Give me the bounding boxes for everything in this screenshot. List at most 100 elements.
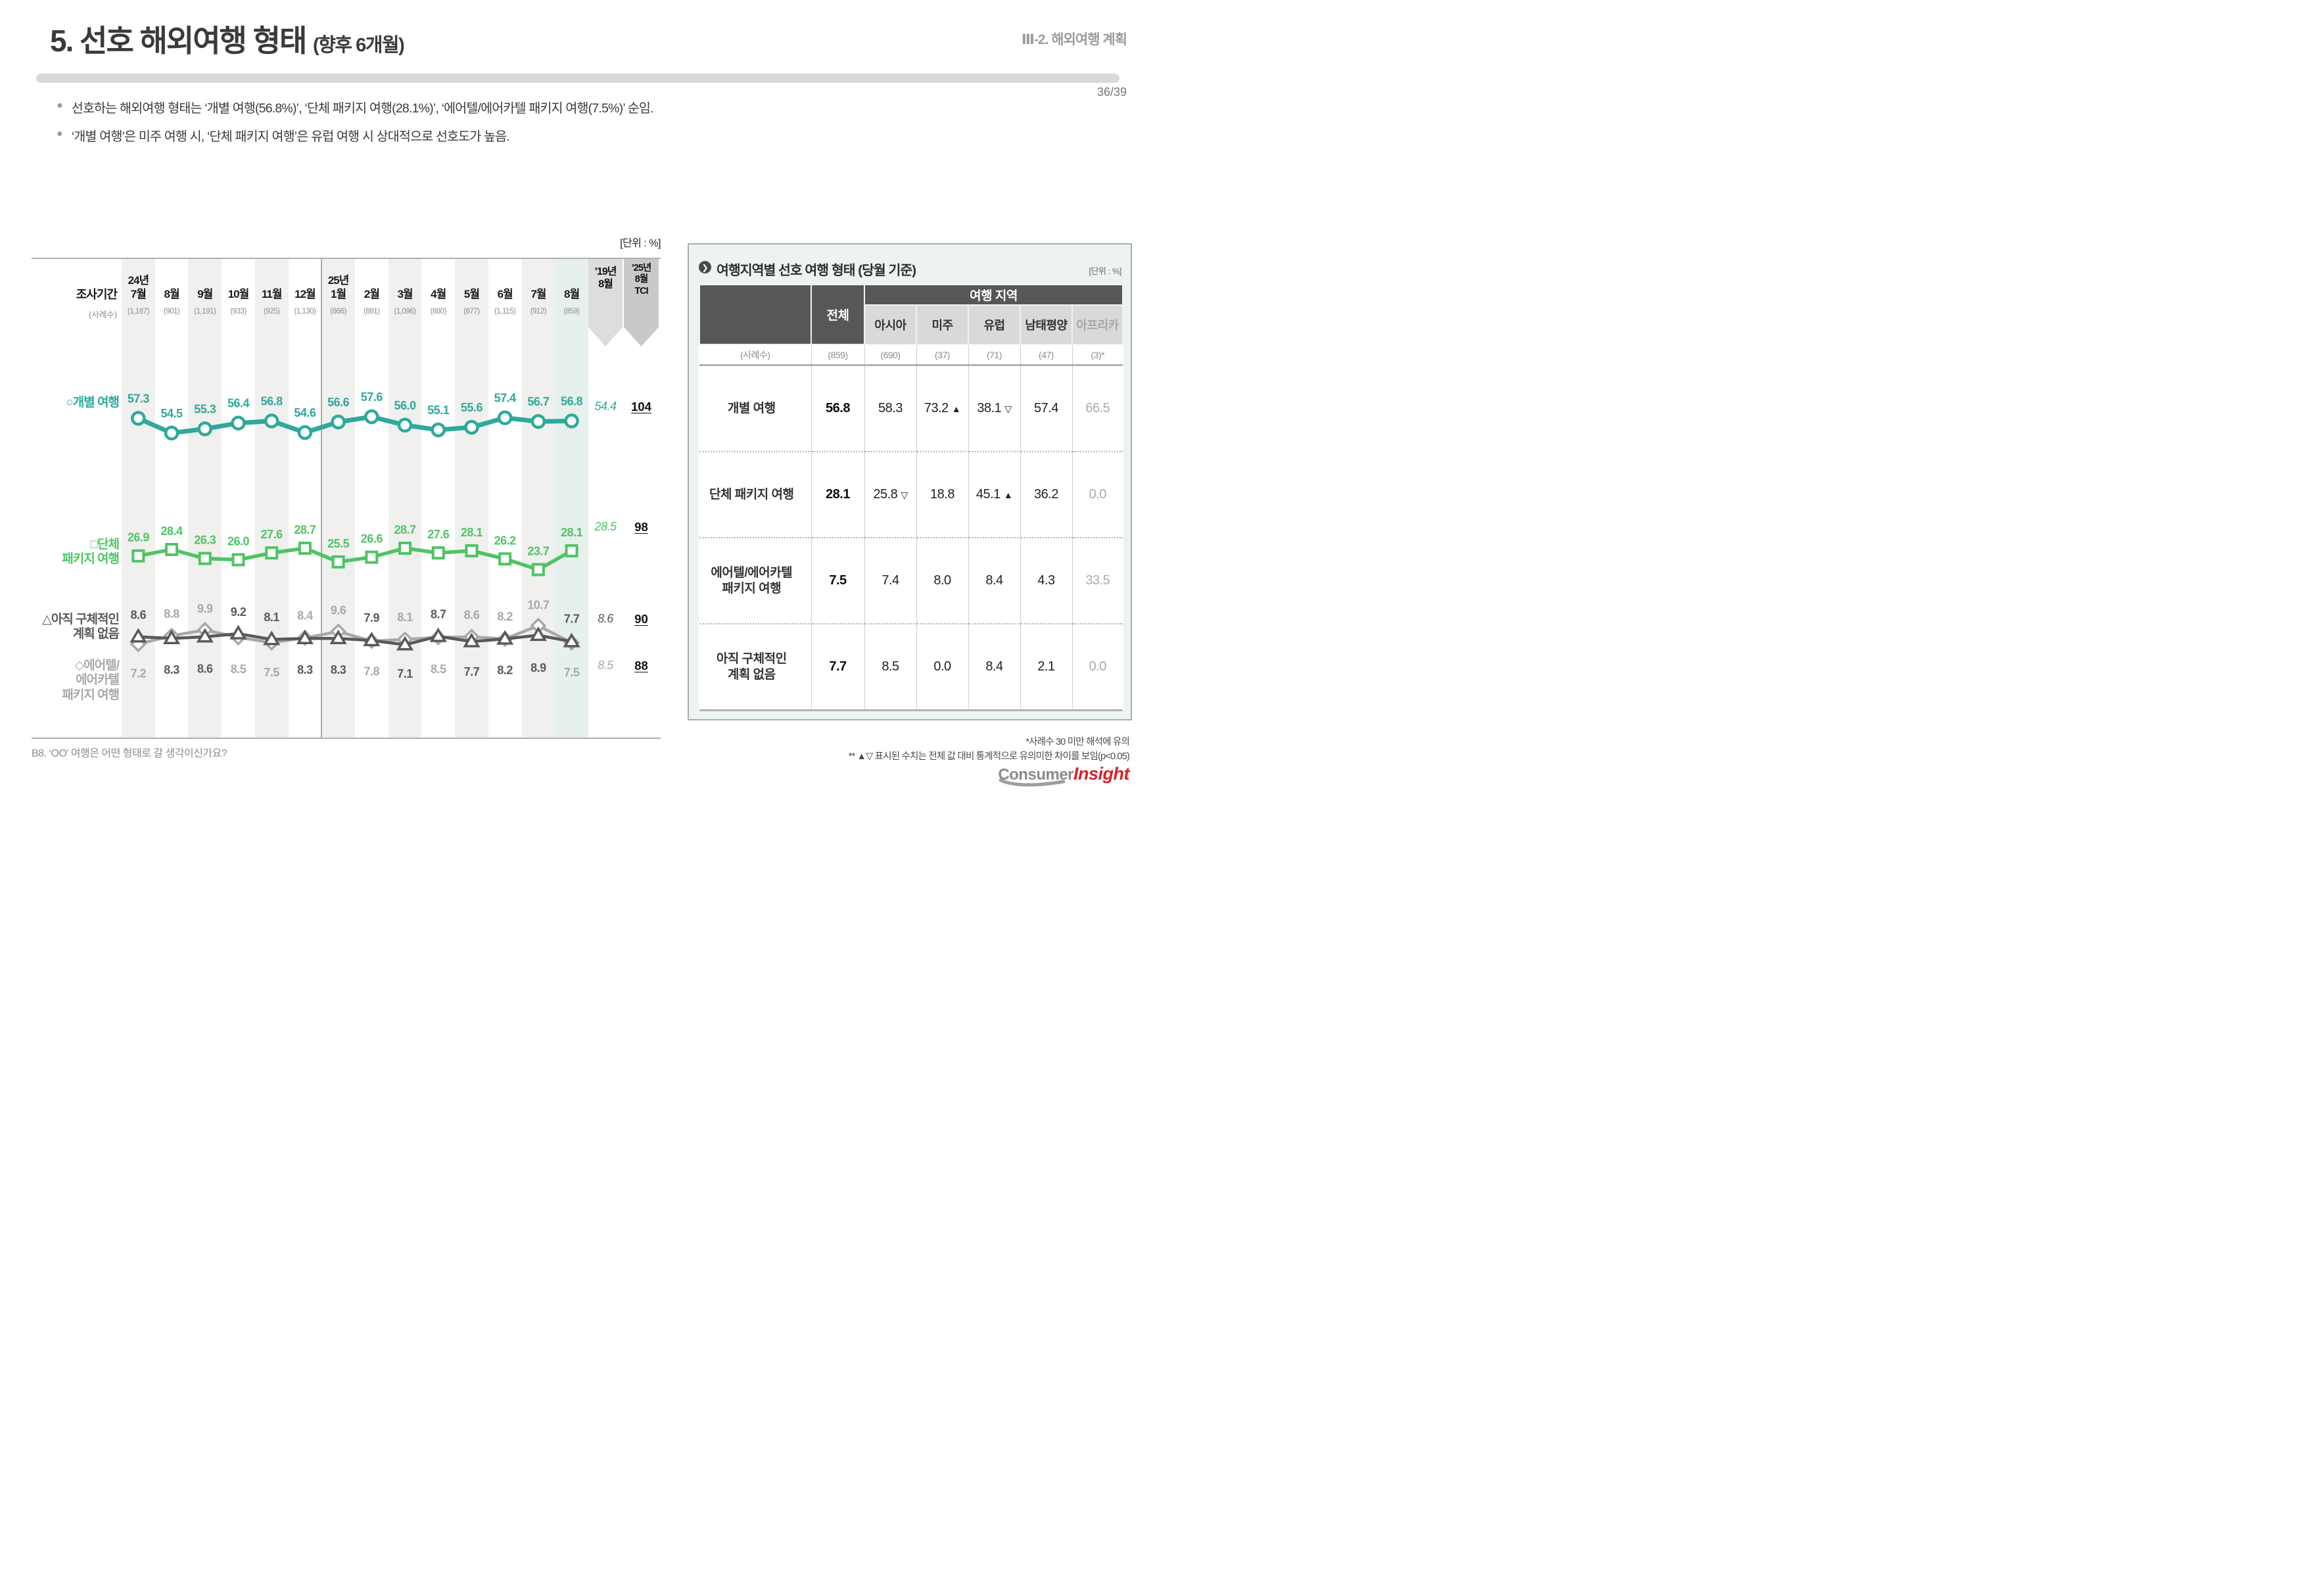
table-cell: 0.0 [1071, 451, 1123, 538]
circle-marker-individual [364, 409, 379, 425]
period-header: 8월 [555, 262, 588, 301]
year-divider-line [321, 259, 323, 738]
region-preference-table: 전체 여행 지역 아시아 미주 유럽 남태평양 아프리카 (사례수) (859) (690) (3… [699, 284, 1124, 711]
triangle-marker-noplan [529, 626, 547, 642]
breadcrumb-section: Ⅲ-2. 해외여행 계획 [1022, 32, 1127, 47]
table-cell: 8.4 [968, 623, 1020, 711]
period-header: 7월 [522, 262, 555, 301]
table-row-label: 에어텔/에어카텔 패키지 여행 [699, 537, 811, 624]
table-cell: 0.0 [916, 623, 968, 711]
panel-unit-label: [단위 : %] [1089, 266, 1121, 276]
legend-group: □단체 패키지 여행 [62, 538, 120, 567]
month-column-stripe [188, 259, 222, 738]
table-row: 아직 구체적인 계획 없음 7.7 8.5 0.0 8.4 2.1 0.0 [699, 623, 1123, 711]
table-row: 단체 패키지 여행 28.1 25.8 ▽ 18.8 45.1 ▲ 36.2 0.0 [699, 451, 1123, 538]
value-label: 7.7 [564, 613, 580, 626]
table-header-total: 전체 [811, 284, 865, 345]
triangle-marker-noplan [463, 632, 481, 647]
value-label: 8.3 [331, 663, 346, 676]
survey-question: B8. ‘OO’ 여행은 어떤 형태로 갈 생각이신가요? [32, 748, 227, 759]
period-header: 5월 [455, 262, 488, 301]
value-label: 23.7 [527, 545, 550, 558]
table-header-region: 아프리카 [1071, 304, 1124, 345]
value-label: 56.8 [261, 394, 283, 408]
value-label: 55.3 [194, 402, 216, 415]
value-label: 27.6 [427, 528, 450, 541]
tci-value-airtel: 88 [634, 659, 648, 672]
triangle-marker-noplan [496, 630, 514, 645]
value-label: 7.1 [397, 667, 413, 680]
trend-lines-svg: 57.3 54.5 55.3 56.4 56.8 54.6 56.6 57.6 56.0 55.1… [128, 390, 583, 680]
value-label: 26.2 [494, 534, 517, 547]
bullet-dot-icon: ● [57, 100, 63, 111]
value-label: 28.1 [561, 526, 583, 539]
period-header: 4월 [421, 262, 455, 301]
triangle-marker-noplan [263, 630, 281, 645]
square-marker-group [431, 546, 445, 560]
period-sample-size: (881) [364, 308, 380, 316]
bullet-text: 선호하는 해외여행 형태는 ‘개별 여행(56.8%)’, ‘단체 패키지 여행… [71, 101, 654, 116]
table-cell: 0.0 [1071, 623, 1123, 711]
triangle-marker-noplan [229, 624, 247, 640]
period-sample-size: (1,115) [494, 308, 516, 316]
page-title-text: 5. 선호 해외여행 형태 [50, 24, 307, 58]
table-header-region-group: 여행 지역 [863, 284, 1124, 306]
period-year: 25년 [327, 274, 350, 287]
value-label: 56.8 [561, 394, 583, 408]
value-label: 8.6 [197, 663, 213, 676]
sample-column-header: (사례수) [89, 310, 117, 319]
table-header-region: 남태평양 [1020, 304, 1073, 345]
value-label: 9.9 [197, 602, 213, 615]
value-label: 7.5 [264, 666, 279, 679]
ref-value-noplan: 8.6 [598, 612, 613, 625]
tci-value-individual: 104 [631, 400, 651, 413]
square-marker-group [131, 549, 145, 563]
panel-title: 여행지역별 선호 여행 형태 (당월 기준) [717, 263, 916, 278]
period-month: 12월 [294, 287, 316, 300]
table-cell: 58.3 [864, 365, 916, 452]
consumer-insight-logo: ConsumerInsight [998, 764, 1130, 787]
value-label: 7.7 [464, 665, 480, 678]
table-corner-cell [699, 284, 812, 345]
value-label: 7.5 [564, 666, 580, 679]
table-cell: 7.4 [864, 537, 916, 624]
ref-value-airtel: 8.5 [598, 659, 613, 672]
bullet-text: ‘개별 여행’은 미주 여행 시, ‘단체 패키지 여행’은 유럽 여행 시 상… [71, 129, 510, 144]
square-marker-group [565, 544, 578, 557]
ref-column-header: ’19년 8월 [588, 259, 623, 346]
square-marker-group [365, 550, 379, 564]
summary-bullet: ● 선호하는 해외여행 형태는 ‘개별 여행(56.8%)’, ‘단체 패키지 … [57, 97, 1043, 116]
square-marker-group [531, 563, 545, 576]
chart-unit-label: [단위 : %] [620, 238, 661, 249]
period-sample-size: (912) [530, 308, 547, 316]
value-label: 8.6 [131, 608, 147, 621]
table-header-region: 유럽 [968, 304, 1021, 345]
period-year: 24년 [128, 274, 150, 287]
value-label: 7.2 [131, 667, 147, 680]
period-header: 12월 [289, 262, 322, 301]
table-cell: 57.4 [1020, 365, 1072, 452]
period-sample-size: (901) [163, 308, 180, 316]
value-label: 28.1 [461, 526, 483, 539]
circle-marker-individual [464, 419, 479, 435]
circle-marker-individual [264, 413, 279, 429]
value-label: 8.5 [431, 663, 446, 676]
table-sample-size: (690) [864, 344, 916, 366]
value-label: 26.0 [227, 535, 250, 548]
period-month: 5월 [463, 287, 480, 300]
period-month: 8월 [564, 287, 580, 300]
table-cell: 8.5 [864, 623, 916, 711]
value-label: 8.3 [297, 663, 313, 676]
legend-individual: ○개별 여행 [66, 396, 120, 410]
value-label: 8.6 [464, 608, 480, 621]
value-label: 55.1 [427, 404, 450, 417]
month-column-stripe [321, 259, 355, 738]
table-cell: 18.8 [916, 451, 968, 538]
summary-bullet: ● ‘개별 여행’은 미주 여행 시, ‘단체 패키지 여행’은 유럽 여행 시… [57, 126, 1043, 145]
region-panel: ❯ 여행지역별 선호 여행 형태 (당월 기준) [단위 : %] 전체 여행 … [688, 243, 1132, 720]
triangle-marker-noplan [363, 631, 381, 647]
triangle-marker-noplan [563, 632, 580, 647]
period-sample-size: (933) [230, 308, 247, 316]
value-label: 8.2 [497, 664, 513, 677]
table-row-label: 아직 구체적인 계획 없음 [699, 623, 811, 711]
